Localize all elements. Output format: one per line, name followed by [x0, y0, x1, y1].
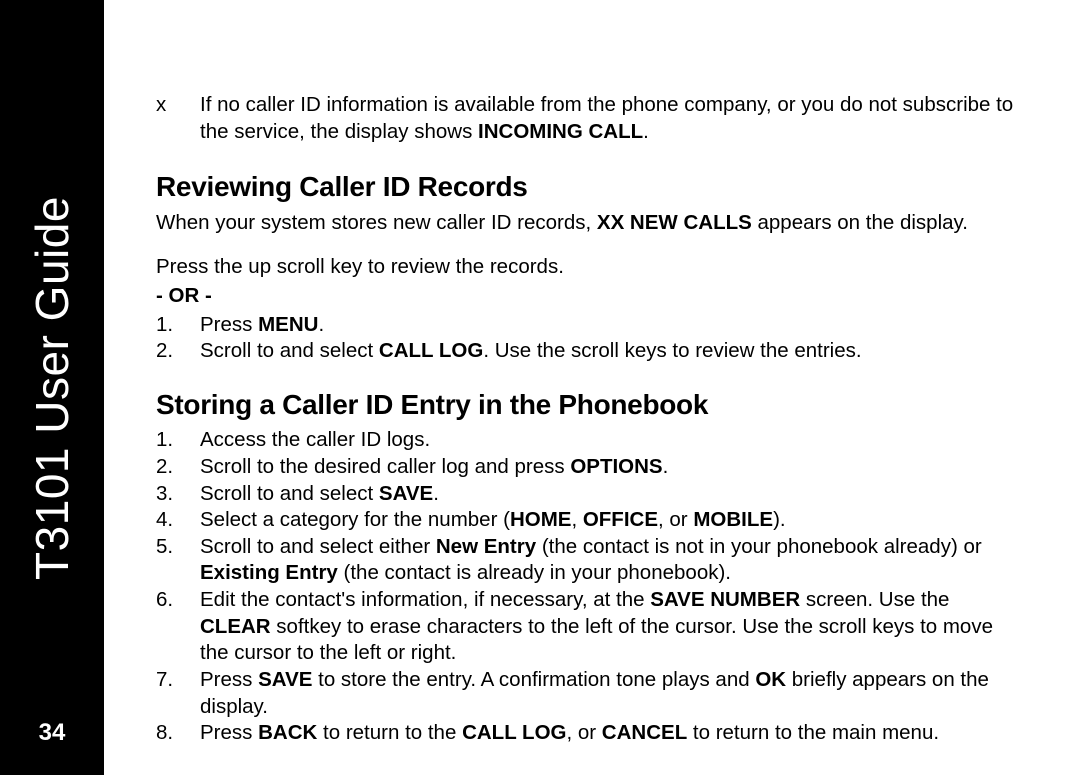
seg: , or — [658, 508, 693, 531]
item-number: 4. — [156, 507, 200, 534]
seg-bold: SAVE — [258, 668, 312, 691]
seg: , — [571, 508, 582, 531]
seg: Edit the contact's information, if neces… — [200, 588, 650, 611]
page-number: 34 — [0, 719, 104, 747]
section1-para1: When your system stores new caller ID re… — [156, 210, 1020, 237]
seg-bold: OK — [755, 668, 786, 691]
s1p1-bold: XX NEW CALLS — [597, 211, 752, 234]
list-item: 7.Press SAVE to store the entry. A confi… — [156, 667, 1020, 720]
item-text: Scroll to and select either New Entry (t… — [200, 534, 1020, 587]
seg: . — [318, 313, 324, 336]
item-number: 3. — [156, 481, 200, 508]
seg: to return to the — [317, 721, 462, 744]
item-text: Press SAVE to store the entry. A confirm… — [200, 667, 1020, 720]
seg: ). — [773, 508, 786, 531]
seg-bold: SAVE NUMBER — [650, 588, 800, 611]
section1-heading: Reviewing Caller ID Records — [156, 169, 1020, 205]
item-number: 1. — [156, 427, 200, 454]
seg-bold: New Entry — [436, 535, 536, 558]
sidebar-title: T3101 User Guide — [25, 196, 79, 580]
list-item: 6.Edit the contact's information, if nec… — [156, 587, 1020, 667]
section1-list: 1. Press MENU. 2. Scroll to and select C… — [156, 312, 1020, 365]
seg: Scroll to the desired caller log and pre… — [200, 455, 570, 478]
list-item: 3.Scroll to and select SAVE. — [156, 481, 1020, 508]
sidebar: T3101 User Guide 34 — [0, 0, 104, 775]
item-text: Scroll to and select CALL LOG. Use the s… — [200, 338, 1020, 365]
item-number: 2. — [156, 338, 200, 365]
s1p1-post: appears on the display. — [752, 211, 968, 234]
item-text: Scroll to and select SAVE. — [200, 481, 1020, 508]
seg-bold: CANCEL — [602, 721, 687, 744]
seg-bold: HOME — [510, 508, 572, 531]
seg: Scroll to and select either — [200, 535, 436, 558]
seg-bold: CLEAR — [200, 615, 271, 638]
item-text: Edit the contact's information, if neces… — [200, 587, 1020, 667]
item-number: 6. — [156, 587, 200, 667]
seg: Scroll to and select — [200, 339, 379, 362]
item-number: 8. — [156, 720, 200, 747]
seg: Select a category for the number ( — [200, 508, 510, 531]
item-number: 1. — [156, 312, 200, 339]
content: x If no caller ID information is availab… — [104, 0, 1080, 775]
seg-bold: Existing Entry — [200, 561, 338, 584]
item-number: 5. — [156, 534, 200, 587]
intro-text-post: . — [643, 120, 649, 143]
item-text: Select a category for the number (HOME , … — [200, 507, 1020, 534]
seg: to store the entry. A confirmation tone … — [312, 668, 755, 691]
seg-bold: BACK — [258, 721, 317, 744]
seg: (the contact is not in your phonebook al… — [536, 535, 982, 558]
list-item: 4.Select a category for the number (HOME… — [156, 507, 1020, 534]
list-item: 2. Scroll to and select CALL LOG. Use th… — [156, 338, 1020, 365]
seg: (the contact is already in your phoneboo… — [338, 561, 731, 584]
section1-para2: Press the up scroll key to review the re… — [156, 254, 1020, 281]
seg-bold: SAVE — [379, 482, 433, 505]
intro-bullet: x If no caller ID information is availab… — [156, 92, 1020, 145]
seg: Press — [200, 313, 258, 336]
intro-text-bold: INCOMING CALL — [478, 120, 643, 143]
list-item: 1.Access the caller ID logs. — [156, 427, 1020, 454]
bullet-text: If no caller ID information is available… — [200, 92, 1020, 145]
item-number: 7. — [156, 667, 200, 720]
list-item: 5.Scroll to and select either New Entry … — [156, 534, 1020, 587]
seg: Access the caller ID logs. — [200, 428, 430, 451]
item-text: Scroll to the desired caller log and pre… — [200, 454, 1020, 481]
item-number: 2. — [156, 454, 200, 481]
seg: Press — [200, 668, 258, 691]
bullet-marker: x — [156, 92, 200, 145]
seg: softkey to erase characters to the left … — [200, 615, 993, 665]
seg: . — [663, 455, 669, 478]
section2-list: 1.Access the caller ID logs.2.Scroll to … — [156, 427, 1020, 747]
list-item: 2.Scroll to the desired caller log and p… — [156, 454, 1020, 481]
item-text: Access the caller ID logs. — [200, 427, 1020, 454]
seg: , or — [566, 721, 601, 744]
seg: to return to the main menu. — [687, 721, 939, 744]
list-item: 1. Press MENU. — [156, 312, 1020, 339]
seg-bold: OPTIONS — [570, 455, 662, 478]
seg: screen. Use the — [800, 588, 949, 611]
s1p1-pre: When your system stores new caller ID re… — [156, 211, 597, 234]
page-container: T3101 User Guide 34 x If no caller ID in… — [0, 0, 1080, 775]
seg: . Use the scroll keys to review the entr… — [483, 339, 861, 362]
seg-bold: CALL LOG — [462, 721, 566, 744]
seg: Press — [200, 721, 258, 744]
or-divider: - OR - — [156, 283, 1020, 310]
item-text: Press MENU. — [200, 312, 1020, 339]
seg-bold: MOBILE — [693, 508, 773, 531]
seg: Scroll to and select — [200, 482, 379, 505]
seg-bold: MENU — [258, 313, 318, 336]
section2-heading: Storing a Caller ID Entry in the Phonebo… — [156, 387, 1020, 423]
list-item: 8.Press BACK to return to the CALL LOG, … — [156, 720, 1020, 747]
seg-bold: OFFICE — [583, 508, 658, 531]
seg-bold: CALL LOG — [379, 339, 483, 362]
seg: . — [433, 482, 439, 505]
item-text: Press BACK to return to the CALL LOG, or… — [200, 720, 1020, 747]
